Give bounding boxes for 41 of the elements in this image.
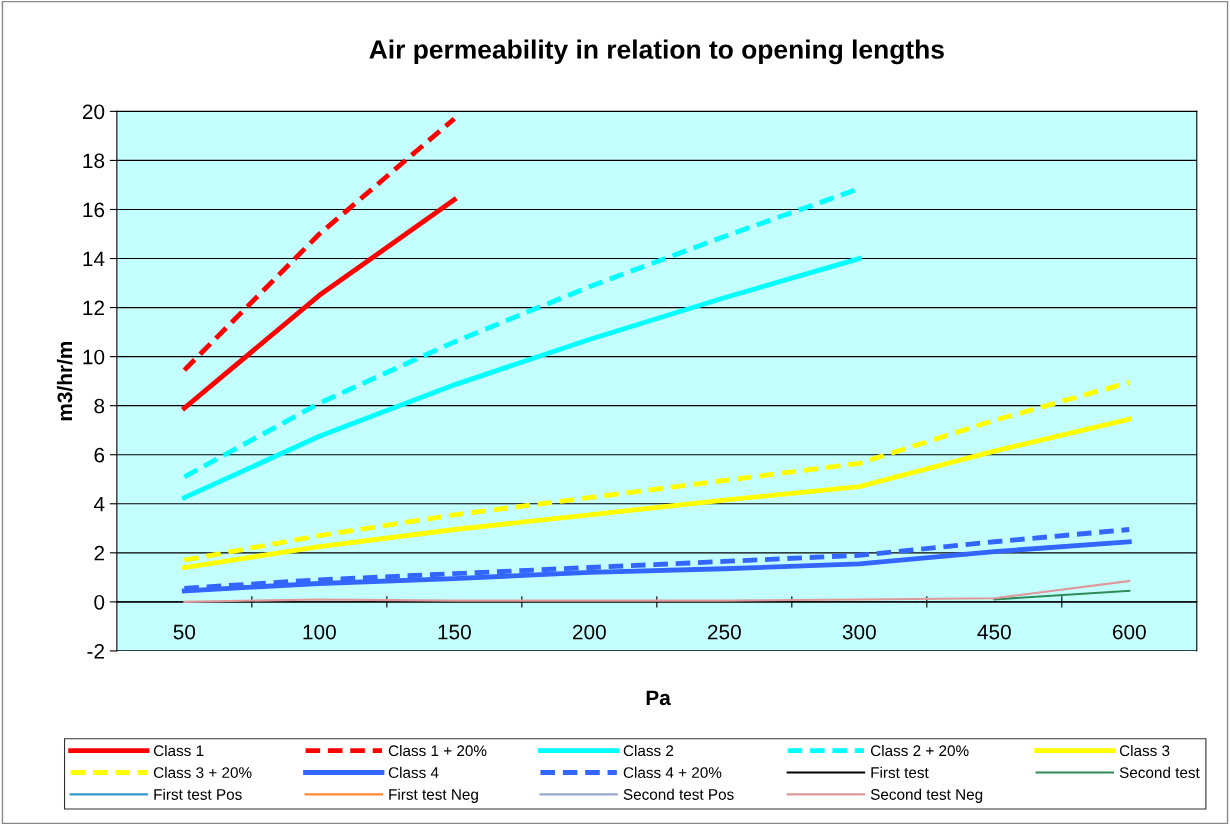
legend-label: Second test [1119,766,1200,778]
y-tick-label: 20 [82,104,105,120]
chart-title: Air permeability in relation to opening lengths [369,39,944,65]
x-tick-label: 300 [842,624,876,640]
y-tick-label: 8 [94,398,105,414]
line-series [183,579,1131,603]
y-tick-label: 16 [83,202,105,218]
x-tick-label: 50 [173,624,196,640]
y-tick-label: -2 [87,643,104,659]
x-tick-label: 100 [303,624,336,640]
legend-label: Class 3 [1119,744,1170,757]
x-tick-label: 150 [438,624,471,640]
y-tick-label: 2 [94,545,104,561]
line-series [181,379,1132,563]
legend-label: Class 3 + 20% [153,766,252,778]
legend-label: Class 2 [623,744,674,757]
y-tick-label: 0 [94,594,105,610]
legend-label: Class 1 + 20% [388,744,487,757]
x-tick-label: 450 [977,624,1011,640]
y-tick-label: 14 [83,251,105,267]
x-tick-label: 200 [572,624,606,640]
legend-label: First test Pos [154,788,242,800]
y-tick-label: 18 [83,153,105,169]
y-tick-label: 12 [83,300,104,316]
legend-label: Class 4 + 20% [623,766,722,778]
legend-label: Class 1 [153,744,204,757]
line-series [181,416,1132,570]
legend-label: Class 4 [388,766,439,778]
x-axis-title: Pa [646,690,671,706]
y-tick-label: 6 [94,447,105,463]
x-tick-label: 600 [1112,624,1146,640]
legend-label: First test Neg [389,788,478,803]
x-tick-label: 250 [707,624,741,640]
line-series [181,256,862,501]
legend-label: Class 2 + 20% [870,744,969,757]
legend-label: Second test Pos [623,788,734,800]
legend-label: First test [871,766,929,778]
y-tick-label: 10 [83,349,105,365]
legend-label: Second test Neg [870,788,983,803]
y-axis-title: m3/hr/m [56,341,73,421]
y-tick-label: 4 [93,496,105,512]
